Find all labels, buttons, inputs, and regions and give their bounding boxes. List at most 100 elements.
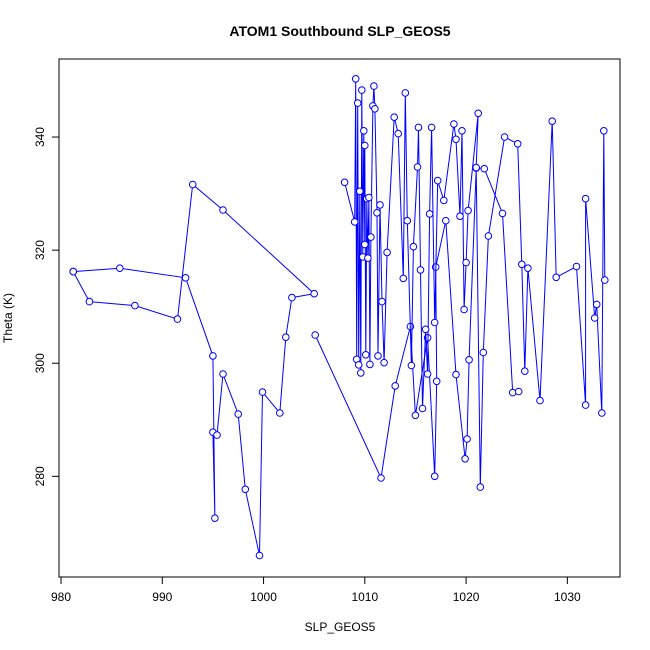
data-point [390,113,399,121]
data-point [213,431,221,439]
data-point [414,123,423,132]
data-point [276,409,284,417]
data-point [461,455,469,463]
data-point [421,325,430,334]
data-point [472,163,481,172]
data-point [514,387,523,396]
data-point [356,187,364,196]
data-point [601,276,609,284]
x-tick-label: 1000 [250,590,277,604]
data-point [452,370,460,379]
y-axis-label: Theta (K) [1,293,15,343]
x-tick-label: 990 [152,590,172,604]
data-point [409,242,418,251]
data-point [418,404,427,413]
data-series [311,117,609,491]
data-point [380,358,388,367]
data-point [484,232,493,240]
data-point [378,297,386,306]
data-point [524,264,532,273]
data-point [430,472,439,481]
data-point [367,233,375,241]
data-point [376,201,384,209]
data-point [598,409,606,417]
data-point [600,127,608,135]
data-point [353,99,362,107]
data-point [116,264,124,273]
series-group [69,75,609,560]
data-point [548,117,557,125]
data-point [282,333,290,342]
data-point [411,411,420,420]
data-point [219,206,227,214]
x-tick-label: 1020 [453,590,480,604]
data-point [508,388,517,397]
y-axis: 280 300 320 340 [33,127,59,486]
data-point [521,367,529,376]
x-axis-label: SLP_GEOS5 [305,620,376,634]
data-point [219,370,227,378]
series-line [314,121,606,488]
data-point [377,474,385,482]
data-point [460,305,468,314]
data-point [351,75,360,83]
data-point [452,135,460,144]
data-point [310,289,319,298]
data-point [362,351,370,359]
data-point [209,352,217,360]
x-tick-label: 1030 [554,590,581,604]
data-point [311,331,320,339]
data-point [581,401,590,409]
data-point [181,274,190,282]
data-point [590,314,599,322]
data-point [440,196,448,205]
x-tick-label: 1010 [351,590,378,604]
data-series [69,180,319,560]
data-point [513,140,522,148]
data-point [383,248,391,257]
x-tick-label: 980 [51,590,71,604]
data-point [255,551,264,560]
data-point [480,164,489,173]
data-point [462,258,470,267]
data-point [234,410,242,418]
data-point [476,483,485,491]
data-series [340,75,523,413]
data-point [357,369,365,377]
chart-title: ATOM1 Southbound SLP_GEOS5 [229,23,450,39]
data-point [401,89,410,97]
data-point [131,301,139,310]
data-point [423,370,432,378]
data-point [360,127,368,135]
data-point [450,120,458,128]
y-tick-label: 320 [33,240,47,260]
data-point [433,176,442,185]
data-point [464,206,472,215]
data-point [370,82,378,90]
data-point [572,262,581,271]
data-point [69,267,77,276]
data-point [85,297,94,306]
data-point [288,293,296,302]
data-point [430,318,439,327]
y-tick-label: 300 [33,353,47,373]
data-point [465,356,473,364]
x-axis: 980 990 1000 1010 1020 1030 [51,577,581,604]
y-tick-label: 280 [33,466,47,486]
data-point [463,435,471,443]
data-point [442,216,450,225]
data-point [456,212,464,220]
data-point [173,315,182,323]
data-point [258,388,267,396]
data-point [581,194,590,203]
data-point [211,514,219,523]
data-point [474,109,483,118]
data-point [365,193,373,202]
data-point [373,209,381,217]
data-point [407,361,416,370]
data-point [427,123,436,132]
data-point [358,86,366,94]
data-point [366,360,374,369]
plot-frame [58,58,621,578]
